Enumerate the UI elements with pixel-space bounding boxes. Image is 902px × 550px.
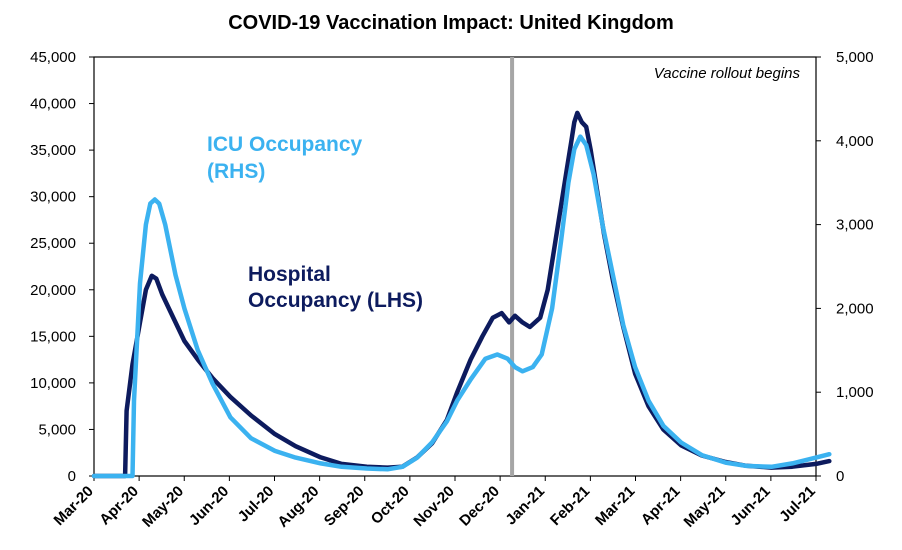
left-tick-label: 10,000 (30, 375, 76, 392)
x-tick-label: Nov-20 (410, 483, 457, 530)
x-tick-label: Sep-20 (321, 483, 368, 530)
hospital-series-label-sub: Occupancy (LHS) (248, 289, 423, 312)
left-y-axis: 0 5,000 10,000 15,000 20,000 25,000 30,000 35,0… (30, 49, 94, 485)
vaccine-rollout-label: Vaccine rollout begins (654, 65, 801, 82)
left-tick-label: 25,000 (30, 235, 76, 252)
x-tick-label: Apr-21 (638, 483, 684, 529)
series-layer (91, 110, 832, 479)
x-tick-label: Aug-20 (274, 483, 322, 531)
left-tick-label: 30,000 (30, 189, 76, 206)
x-tick-label: Oct-20 (368, 483, 413, 528)
right-tick-label: 1,000 (836, 384, 874, 401)
left-tick-label: 45,000 (30, 49, 76, 66)
icu-series-label: ICU Occupancy (207, 133, 363, 156)
right-y-axis: 0 1,000 2,000 3,000 4,000 5,000 (816, 49, 874, 485)
right-tick-label: 0 (836, 468, 844, 485)
x-tick-label: Jun-20 (186, 483, 232, 529)
x-tick-label: Feb-21 (547, 483, 593, 529)
x-tick-label: Dec-20 (456, 483, 503, 530)
left-tick-label: 20,000 (30, 282, 76, 299)
x-tick-label: Jan-21 (502, 483, 548, 529)
left-tick-label: 35,000 (30, 142, 76, 159)
hospital-series-label: Hospital (248, 263, 331, 286)
x-tick-label: Mar-21 (592, 483, 638, 529)
right-tick-label: 3,000 (836, 217, 874, 234)
x-tick-label: Jun-21 (727, 483, 773, 529)
right-tick-label: 5,000 (836, 49, 874, 66)
plot-frame (93, 56, 817, 477)
left-tick-label: 0 (68, 468, 76, 485)
icu-occupancy-line (91, 134, 832, 479)
chart-title: COVID-19 Vaccination Impact: United King… (228, 12, 674, 34)
right-tick-label: 4,000 (836, 133, 874, 150)
left-tick-label: 5,000 (38, 421, 76, 438)
hospital-occupancy-line (91, 110, 832, 479)
x-tick-label: May-20 (139, 483, 187, 531)
x-tick-label: Jul-21 (776, 483, 819, 526)
right-tick-label: 2,000 (836, 300, 874, 317)
x-tick-label: May-21 (681, 483, 729, 531)
x-tick-label: Apr-20 (96, 483, 142, 529)
left-tick-label: 40,000 (30, 96, 76, 113)
icu-series-label-sub: (RHS) (207, 160, 265, 183)
left-tick-label: 15,000 (30, 328, 76, 345)
x-tick-label: Jul-20 (235, 483, 278, 526)
x-tick-label: Mar-20 (51, 483, 97, 529)
